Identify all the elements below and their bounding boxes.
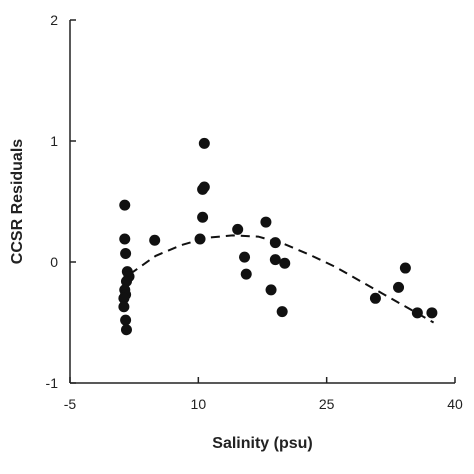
data-point [120, 248, 132, 260]
x-tick-label: -5 [64, 396, 77, 412]
y-tick-label: -1 [46, 375, 59, 391]
data-point [194, 233, 206, 245]
y-axis-ticks: -1 0 1 2 [46, 12, 76, 391]
x-axis-title: Salinity (psu) [212, 435, 312, 452]
data-point [120, 314, 132, 326]
data-point [260, 216, 272, 228]
y-tick-label: 1 [50, 133, 58, 149]
data-point [399, 262, 411, 274]
data-point [198, 137, 210, 149]
data-point [118, 292, 130, 304]
x-tick-label: 40 [447, 396, 463, 412]
data-point [269, 237, 281, 249]
data-point [239, 251, 251, 263]
data-point [279, 257, 291, 269]
y-axis-title: CCSR Residuals [9, 139, 26, 264]
y-tick-label: 2 [50, 12, 58, 28]
data-point [369, 292, 381, 304]
data-point [119, 233, 131, 245]
y-tick-label: 0 [50, 254, 58, 270]
data-point [120, 324, 132, 336]
data-point [393, 281, 405, 293]
x-tick-label: 10 [191, 396, 207, 412]
data-point [120, 275, 132, 287]
data-point [232, 223, 244, 235]
data-point [118, 301, 130, 313]
x-tick-label: 25 [319, 396, 335, 412]
data-point [411, 307, 423, 319]
data-point [149, 234, 161, 246]
axes [69, 20, 455, 384]
data-point [276, 306, 288, 318]
data-point [119, 199, 131, 211]
data-point [240, 268, 252, 280]
data-points [118, 137, 438, 336]
data-point [198, 181, 210, 193]
data-point [197, 211, 209, 223]
x-axis-ticks: -5 10 25 40 [64, 377, 463, 412]
data-point [265, 284, 277, 296]
data-point [269, 254, 281, 266]
data-point [426, 307, 438, 319]
